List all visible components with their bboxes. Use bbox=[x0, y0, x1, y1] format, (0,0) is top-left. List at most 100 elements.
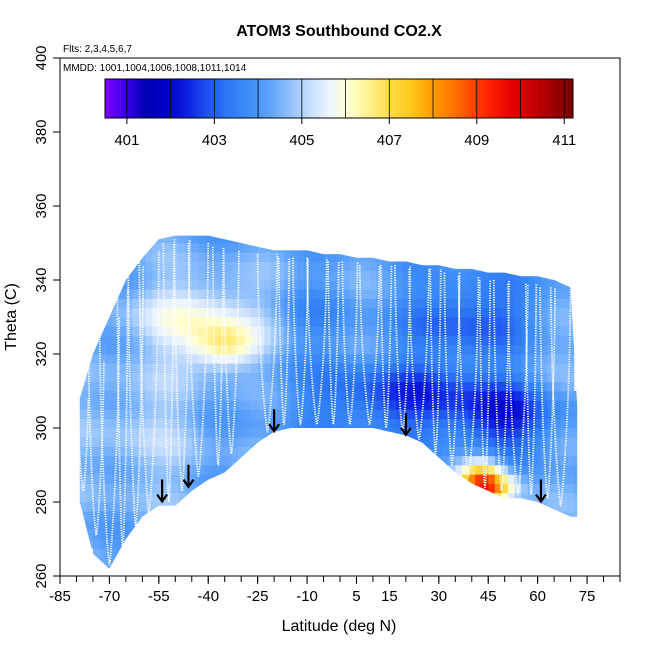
field-cell bbox=[330, 391, 338, 401]
field-cell bbox=[178, 465, 186, 475]
field-cell bbox=[343, 243, 351, 253]
field-cell bbox=[330, 344, 338, 355]
field-cell bbox=[297, 400, 305, 410]
field-cell bbox=[396, 354, 403, 364]
field-cell bbox=[158, 363, 166, 373]
field-cell bbox=[428, 270, 436, 281]
field-cell bbox=[270, 326, 278, 336]
field-cell bbox=[211, 280, 219, 290]
field-cell bbox=[336, 391, 344, 401]
field-cell bbox=[560, 298, 568, 309]
field-cell bbox=[139, 335, 147, 346]
field-cell bbox=[521, 335, 529, 346]
colorbar-segment bbox=[240, 79, 244, 118]
colorbar-segment bbox=[141, 79, 145, 118]
field-cell bbox=[396, 363, 403, 373]
field-cell bbox=[139, 252, 147, 262]
field-cell bbox=[310, 344, 318, 355]
field-cell bbox=[79, 465, 87, 475]
field-cell bbox=[481, 326, 489, 336]
field-cell bbox=[461, 280, 469, 290]
field-cell bbox=[211, 455, 219, 466]
field-cell bbox=[369, 335, 377, 346]
field-cell bbox=[191, 280, 199, 290]
field-cell bbox=[435, 261, 443, 272]
field-cell bbox=[158, 511, 166, 521]
field-cell bbox=[567, 418, 575, 429]
field-cell bbox=[158, 243, 166, 253]
field-cell bbox=[435, 317, 443, 327]
field-cell bbox=[218, 243, 226, 253]
field-cell bbox=[303, 400, 311, 410]
field-cell bbox=[382, 354, 390, 364]
field-cell bbox=[112, 511, 120, 521]
field-cell bbox=[547, 381, 555, 392]
field-cell bbox=[310, 243, 318, 253]
field-cell bbox=[310, 261, 318, 272]
field-cell bbox=[501, 465, 509, 475]
field-cell bbox=[409, 289, 417, 299]
field-cell bbox=[284, 243, 291, 253]
field-cell bbox=[244, 317, 252, 327]
field-cell bbox=[501, 502, 509, 512]
field-cell bbox=[204, 474, 212, 484]
field-cell bbox=[316, 391, 324, 401]
field-cell bbox=[244, 335, 252, 346]
field-cell bbox=[264, 235, 272, 244]
field-cell bbox=[514, 381, 522, 392]
field-cell bbox=[468, 289, 476, 299]
field-cell bbox=[442, 363, 450, 373]
field-cell bbox=[290, 307, 298, 318]
field-cell bbox=[547, 298, 555, 309]
field-cell bbox=[86, 354, 94, 364]
field-cell bbox=[165, 225, 172, 235]
colorbar-segment bbox=[138, 79, 142, 118]
field-cell bbox=[560, 391, 568, 401]
field-cell bbox=[244, 261, 252, 272]
field-cell bbox=[191, 261, 199, 272]
flight-profile bbox=[306, 257, 328, 426]
field-cell bbox=[172, 381, 179, 392]
field-cell bbox=[428, 344, 436, 355]
field-cell bbox=[224, 446, 232, 457]
field-cell bbox=[442, 455, 450, 466]
field-cell bbox=[119, 307, 127, 318]
field-cell bbox=[316, 243, 324, 253]
field-cell bbox=[376, 252, 384, 262]
field-cell bbox=[185, 270, 193, 281]
field-cell bbox=[428, 437, 436, 447]
field-cell bbox=[112, 289, 120, 299]
field-cell bbox=[211, 474, 219, 484]
field-cell bbox=[369, 326, 377, 336]
field-cell bbox=[132, 326, 140, 336]
field-cell bbox=[468, 446, 476, 457]
field-cell bbox=[508, 446, 515, 457]
field-cell bbox=[382, 437, 390, 447]
field-cell bbox=[448, 381, 456, 392]
field-cell bbox=[508, 428, 515, 438]
field-cell bbox=[231, 252, 239, 262]
field-cell bbox=[461, 474, 469, 484]
field-cell bbox=[178, 391, 186, 401]
field-cell bbox=[303, 354, 311, 364]
field-cell bbox=[567, 335, 575, 346]
field-cell bbox=[158, 409, 166, 420]
field-cell bbox=[336, 280, 344, 290]
field-cell bbox=[244, 344, 252, 355]
field-cell bbox=[494, 317, 502, 327]
colorbar-segment bbox=[567, 79, 571, 118]
field-cell bbox=[191, 344, 199, 355]
field-cell bbox=[475, 446, 483, 457]
field-cell bbox=[270, 298, 278, 309]
field-cell bbox=[415, 335, 423, 346]
field-cell bbox=[336, 381, 344, 392]
field-cell bbox=[277, 391, 285, 401]
field-cell bbox=[316, 326, 324, 336]
colorbar-segment bbox=[263, 79, 267, 118]
flight-profile bbox=[341, 261, 359, 426]
field-cell bbox=[284, 252, 291, 262]
field-cell bbox=[99, 335, 107, 346]
field-cell bbox=[251, 280, 259, 290]
field-cell bbox=[501, 381, 509, 392]
field-cell bbox=[547, 363, 555, 373]
